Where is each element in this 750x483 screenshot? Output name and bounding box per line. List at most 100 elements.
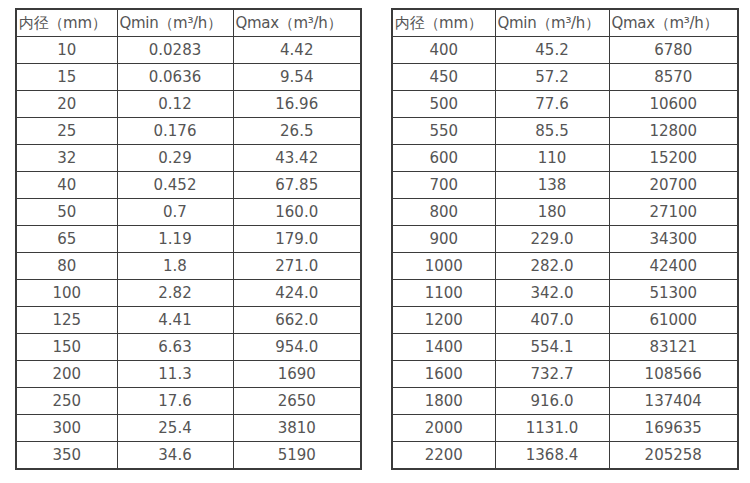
table-row: 80018027100 [392, 199, 738, 226]
table-cell: 51300 [609, 280, 738, 307]
table-cell: 17.6 [117, 388, 233, 415]
table-cell: 282.0 [495, 253, 609, 280]
table-row: 35034.65190 [16, 442, 361, 470]
table-cell: 200 [16, 361, 117, 388]
col-header-qmax: Qmax（m³/h） [609, 9, 738, 37]
table-cell: 34300 [609, 226, 738, 253]
table-cell: 25.4 [117, 415, 233, 442]
table-cell: 27100 [609, 199, 738, 226]
table-row: 25017.62650 [16, 388, 361, 415]
table-row: 20001131.0169635 [392, 415, 738, 442]
table-row: 250.17626.5 [16, 118, 361, 145]
table-row: 1254.41662.0 [16, 307, 361, 334]
table-cell: 65 [16, 226, 117, 253]
table-cell: 40 [16, 172, 117, 199]
table-cell: 0.176 [117, 118, 233, 145]
table-row: 30025.43810 [16, 415, 361, 442]
table-cell: 2.82 [117, 280, 233, 307]
col-header-qmin: Qmin（m³/h） [117, 9, 233, 37]
table-cell: 342.0 [495, 280, 609, 307]
table-cell: 0.452 [117, 172, 233, 199]
table-cell: 15 [16, 64, 117, 91]
table-cell: 80 [16, 253, 117, 280]
table-body: 100.02834.42150.06369.54200.1216.96250.1… [16, 37, 361, 470]
table-row: 900229.034300 [392, 226, 738, 253]
flow-spec-tables: 内径（mm） Qmin（m³/h） Qmax（m³/h） 100.02834.4… [0, 0, 750, 470]
table-cell: 0.0283 [117, 37, 233, 64]
table-row: 100.02834.42 [16, 37, 361, 64]
table-cell: 229.0 [495, 226, 609, 253]
table-cell: 10 [16, 37, 117, 64]
table-cell: 9.54 [233, 64, 361, 91]
table-cell: 138 [495, 172, 609, 199]
table-cell: 271.0 [233, 253, 361, 280]
table-cell: 205258 [609, 442, 738, 470]
table-cell: 77.6 [495, 91, 609, 118]
table-row: 1506.63954.0 [16, 334, 361, 361]
table-cell: 450 [392, 64, 495, 91]
col-header-qmin: Qmin（m³/h） [495, 9, 609, 37]
table-cell: 57.2 [495, 64, 609, 91]
table-cell: 4.42 [233, 37, 361, 64]
table-row: 1400554.183121 [392, 334, 738, 361]
table-cell: 179.0 [233, 226, 361, 253]
table-cell: 34.6 [117, 442, 233, 470]
table-cell: 11.3 [117, 361, 233, 388]
table-cell: 700 [392, 172, 495, 199]
table-cell: 1200 [392, 307, 495, 334]
table-row: 150.06369.54 [16, 64, 361, 91]
table-cell: 67.85 [233, 172, 361, 199]
table-row: 1600732.7108566 [392, 361, 738, 388]
table-row: 200.1216.96 [16, 91, 361, 118]
table-row: 70013820700 [392, 172, 738, 199]
table-cell: 15200 [609, 145, 738, 172]
table-cell: 1600 [392, 361, 495, 388]
table-row: 1100342.051300 [392, 280, 738, 307]
table-cell: 12800 [609, 118, 738, 145]
table-row: 801.8271.0 [16, 253, 361, 280]
table-row: 320.2943.42 [16, 145, 361, 172]
table-row: 22001368.4205258 [392, 442, 738, 470]
table-cell: 407.0 [495, 307, 609, 334]
table-row: 651.19179.0 [16, 226, 361, 253]
table-cell: 1.8 [117, 253, 233, 280]
table-cell: 20 [16, 91, 117, 118]
col-header-inner-diameter: 内径（mm） [392, 9, 495, 37]
table-cell: 25 [16, 118, 117, 145]
table-row: 1002.82424.0 [16, 280, 361, 307]
table-cell: 20700 [609, 172, 738, 199]
table-cell: 43.42 [233, 145, 361, 172]
table-cell: 61000 [609, 307, 738, 334]
table-row: 50077.610600 [392, 91, 738, 118]
table-cell: 1800 [392, 388, 495, 415]
table-cell: 3810 [233, 415, 361, 442]
table-cell: 800 [392, 199, 495, 226]
table-cell: 500 [392, 91, 495, 118]
col-header-qmax: Qmax（m³/h） [233, 9, 361, 37]
table-cell: 85.5 [495, 118, 609, 145]
table-cell: 26.5 [233, 118, 361, 145]
table-cell: 2000 [392, 415, 495, 442]
table-header-row: 内径（mm） Qmin（m³/h） Qmax（m³/h） [16, 9, 361, 37]
flow-table-small-diameter: 内径（mm） Qmin（m³/h） Qmax（m³/h） 100.02834.4… [15, 8, 362, 470]
table-cell: 550 [392, 118, 495, 145]
table-row: 1000282.042400 [392, 253, 738, 280]
table-cell: 4.41 [117, 307, 233, 334]
table-row: 400.45267.85 [16, 172, 361, 199]
table-cell: 424.0 [233, 280, 361, 307]
table-row: 40045.26780 [392, 37, 738, 64]
table-cell: 150 [16, 334, 117, 361]
table-cell: 6780 [609, 37, 738, 64]
col-header-inner-diameter: 内径（mm） [16, 9, 117, 37]
table-cell: 160.0 [233, 199, 361, 226]
table-cell: 16.96 [233, 91, 361, 118]
table-row: 500.7160.0 [16, 199, 361, 226]
table-cell: 554.1 [495, 334, 609, 361]
table-cell: 350 [16, 442, 117, 470]
table-row: 20011.31690 [16, 361, 361, 388]
table-cell: 110 [495, 145, 609, 172]
table-row: 1200407.061000 [392, 307, 738, 334]
table-cell: 42400 [609, 253, 738, 280]
table-cell: 662.0 [233, 307, 361, 334]
table-row: 45057.28570 [392, 64, 738, 91]
